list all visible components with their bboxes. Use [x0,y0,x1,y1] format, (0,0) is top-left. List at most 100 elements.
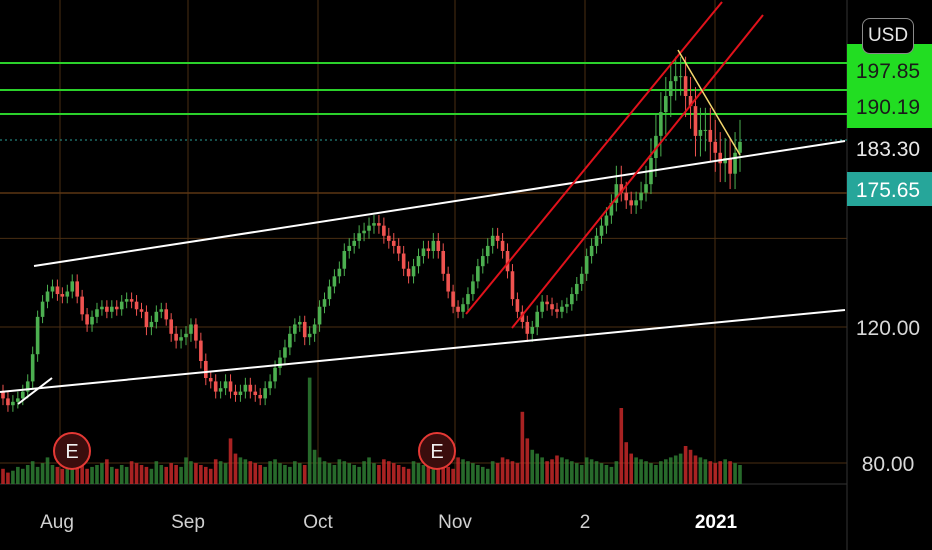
volume-bar [228,438,233,484]
volume-bar [288,466,292,484]
candle-body [25,381,30,392]
candle-body [293,324,297,334]
candle-body [579,273,584,284]
volume-bar [683,446,688,484]
candle-body [70,281,75,292]
candle-body [644,184,648,193]
volume-bar [70,465,75,484]
volume-bar [550,459,554,484]
candle-body [65,291,70,297]
volume-bar [668,457,673,484]
candle-body [258,395,263,399]
volume-bar [342,461,347,484]
candle-body [357,233,361,241]
candle-body [609,202,614,216]
candle-body [668,81,673,97]
candle-body [100,306,104,310]
candle-body [80,296,84,315]
volume-bar [599,463,604,484]
volume-bar [560,457,564,484]
candle-body [174,333,178,341]
candle-body [535,311,540,327]
price-label-bg [847,172,932,206]
volume-bar [614,461,619,484]
candle-body [683,76,688,97]
volume-bar [1,468,5,484]
volume-bar [164,466,169,484]
volume-bar [179,466,183,484]
candle-body [317,306,322,325]
candle-body [624,192,629,201]
channel-upper-line [33,140,846,267]
candle-body [45,291,50,302]
candle-body [461,304,465,312]
volume-bar [480,466,485,484]
volume-bar [90,466,94,484]
volume-bar [110,466,114,484]
candle-body [510,271,515,300]
candle-body [604,215,609,226]
candle-body [124,299,129,302]
candle-body [40,301,45,317]
candle-body [50,286,55,292]
volume-bar [664,459,668,484]
candle-body [574,283,579,295]
volume-bar [471,463,475,484]
x-tick-label: Aug [40,512,74,533]
candle-body [213,381,218,392]
volume-bar [253,463,258,484]
candle-body [11,401,15,406]
volume-bar [30,461,35,484]
volume-bar [332,465,337,484]
volume-bar [584,457,589,484]
volume-bar [372,463,376,484]
volume-bar [718,461,723,484]
volume-bar [673,455,678,484]
volume-bar [297,463,302,484]
volume-bar [416,463,421,484]
volume-bar [159,465,164,484]
volume-bar [40,463,45,484]
candle-body [139,309,144,312]
candle-body [238,391,243,395]
volume-bar [20,468,25,484]
candle-body [268,381,272,389]
horizontal-levels [0,62,847,141]
volume-bar [678,453,683,484]
candle-body [466,294,470,305]
candle-body [456,306,460,312]
volume-bar [688,449,693,484]
candle-body [515,299,520,312]
candle-body [164,309,169,320]
candle-body [337,268,342,277]
candle-body [169,319,173,334]
volume-bar [263,466,267,484]
volume-bar [594,461,599,484]
x-tick-label: 2021 [695,512,738,533]
candle-body [302,321,307,338]
volume-bar [649,463,653,484]
short-trendline [17,377,53,405]
volume-bar [317,457,322,484]
candle-body [416,256,421,267]
volume-bar [406,468,411,484]
volume-bar [485,468,490,484]
candle-body [85,314,89,325]
volume-bar [233,453,238,484]
candlesticks [1,56,742,412]
candle-body [253,391,258,395]
x-tick-label: Nov [438,512,472,533]
currency-button[interactable]: USD [862,18,914,54]
volume-bar [199,465,203,484]
volume-bar [441,465,446,484]
volume-bar [124,466,129,484]
candle-body [703,129,708,131]
volume-bar [510,461,515,484]
volume-bar [555,455,559,484]
volume-bar [723,459,727,484]
volume-bar [466,461,470,484]
volume-bar [505,459,510,484]
volume-bar [174,465,178,484]
volume-bar [283,465,287,484]
